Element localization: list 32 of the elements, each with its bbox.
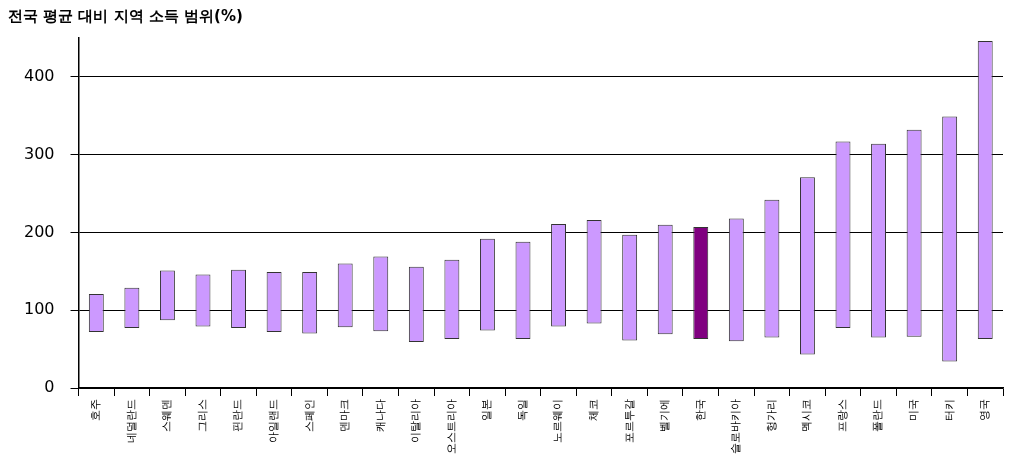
x-tick-label: 헝가리 (764, 399, 778, 432)
x-tick-label: 미국 (906, 399, 920, 421)
x-tick-label: 스웨덴 (160, 399, 174, 432)
x-tick-label: 덴마크 (338, 399, 352, 432)
x-tick-label: 캐나다 (373, 399, 387, 432)
x-tick-label: 아일랜드 (266, 399, 280, 443)
x-tick-label: 오스트리아 (444, 399, 458, 454)
y-tick-label: 200 (23, 221, 55, 241)
x-tick-label: 멕시코 (800, 399, 814, 432)
x-tick-label: 독일 (515, 399, 529, 421)
x-tick-label: 스페인 (302, 399, 316, 432)
x-tick-label: 이탈리아 (409, 399, 423, 443)
x-tick-label: 일본 (480, 399, 494, 421)
x-tick-label: 핀란드 (231, 399, 245, 432)
x-tick-label: 호주 (89, 399, 103, 421)
x-tick-label: 체코 (586, 399, 600, 421)
x-tick-label: 벨기에 (658, 399, 672, 432)
x-tick-label: 영국 (978, 399, 992, 421)
x-tick-label: 네덜란드 (124, 399, 138, 443)
x-tick-label: 프랑스 (835, 399, 849, 432)
x-tick-label: 그리스 (195, 399, 209, 432)
x-tick-label: 폴란드 (871, 399, 885, 432)
x-tick-label: 노르웨이 (551, 399, 565, 443)
x-tick-label: 한국 (693, 399, 707, 421)
y-tick-label: 300 (23, 143, 55, 163)
y-tick-label: 400 (23, 66, 55, 86)
x-tick-label: 터키 (942, 399, 956, 421)
x-tick-label: 포르투갈 (622, 399, 636, 443)
y-tick-label: 0 (44, 377, 55, 397)
chart-title: 전국 평균 대비 지역 소득 범위(%) (8, 6, 243, 25)
y-tick-label: 100 (23, 299, 55, 319)
x-tick-label: 슬로바키아 (729, 399, 743, 454)
